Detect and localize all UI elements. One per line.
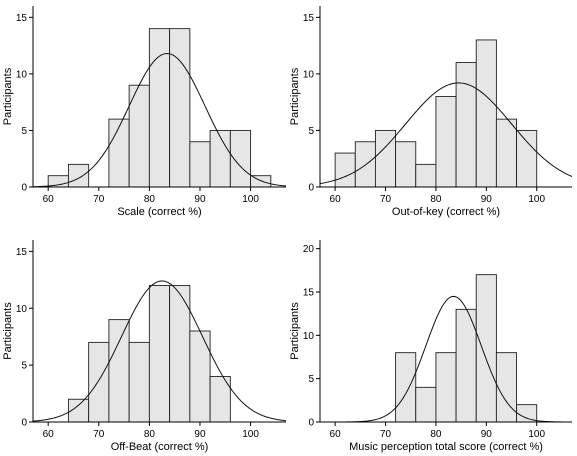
x-tick-label: 60 xyxy=(330,194,342,205)
y-tick-label: 15 xyxy=(303,13,315,24)
histogram-bar xyxy=(169,28,191,188)
x-tick-label: 70 xyxy=(93,429,105,440)
histogram-bar xyxy=(88,341,110,423)
normal-curve xyxy=(32,53,287,188)
y-tick-label: 15 xyxy=(16,247,28,258)
y-tick-label: 10 xyxy=(16,69,28,80)
histogram-bar xyxy=(395,352,417,423)
histogram-bar xyxy=(128,341,150,423)
y-axis-label: Participants xyxy=(2,302,14,360)
histogram-bar xyxy=(495,118,518,188)
x-tick-label: 60 xyxy=(43,194,55,205)
x-tick-label: 70 xyxy=(380,194,392,205)
x-tick-label: 80 xyxy=(430,429,442,440)
y-tick-label: 5 xyxy=(308,374,314,385)
histogram-bar xyxy=(148,285,171,423)
histogram-bar xyxy=(209,129,231,188)
histogram-bar xyxy=(108,118,130,188)
y-tick-label: 15 xyxy=(303,288,315,299)
y-tick-label: 10 xyxy=(303,69,315,80)
x-axis-label: Scale (correct %) xyxy=(117,206,201,218)
histogram-bar xyxy=(435,352,457,423)
normal-curve xyxy=(32,280,287,422)
histogram-bar xyxy=(334,152,356,188)
x-tick-label: 60 xyxy=(43,429,55,440)
y-tick-label: 20 xyxy=(303,244,315,255)
y-axis-label: Participants xyxy=(289,67,301,125)
x-tick-label: 80 xyxy=(430,194,442,205)
histogram-bar xyxy=(516,404,538,423)
histogram-bar xyxy=(475,39,497,188)
histogram-bar xyxy=(475,274,497,423)
histogram-panel-1: 0 5 10 15 60 70 80 90 100 Scale (correct %) Partic… xyxy=(2,6,287,218)
x-axis-label: Music perception total score (correct %) xyxy=(349,441,543,453)
y-axis-label: Participants xyxy=(2,67,14,125)
x-tick-label: 80 xyxy=(144,429,156,440)
x-tick-label: 80 xyxy=(144,194,156,205)
x-tick-label: 90 xyxy=(194,194,206,205)
histogram-bar xyxy=(455,62,477,188)
normal-curve xyxy=(320,295,573,423)
x-tick-label: 100 xyxy=(242,429,259,440)
histogram-panel-2: 0 5 10 15 60 70 80 90 100 Out-of-key (correct %) P… xyxy=(289,6,573,218)
histogram-bar xyxy=(67,163,90,188)
x-tick-label: 90 xyxy=(481,429,493,440)
y-tick-label: 15 xyxy=(16,13,28,24)
histogram-bar xyxy=(495,352,518,423)
histogram-bar xyxy=(435,96,457,188)
histogram-bar xyxy=(395,141,417,188)
x-tick-label: 100 xyxy=(242,194,259,205)
x-tick-label: 90 xyxy=(194,429,206,440)
histogram-bar xyxy=(455,308,477,423)
y-tick-label: 0 xyxy=(21,418,27,429)
y-tick-label: 10 xyxy=(16,304,28,315)
y-axis-label: Participants xyxy=(289,302,301,360)
y-tick-label: 10 xyxy=(303,331,315,342)
histogram-bar xyxy=(189,330,211,423)
y-tick-label: 5 xyxy=(21,361,27,372)
x-tick-label: 100 xyxy=(528,429,545,440)
histogram-bar xyxy=(415,163,437,188)
histogram-bar xyxy=(189,141,211,188)
histogram-bar xyxy=(516,129,538,188)
histogram-panel-3: 0 5 10 15 60 70 80 90 100 Off-Beat (correct %) Par… xyxy=(2,240,287,453)
x-axis-label: Off-Beat (correct %) xyxy=(111,441,209,453)
y-tick-label: 5 xyxy=(21,126,27,137)
x-tick-label: 70 xyxy=(380,429,392,440)
x-tick-label: 70 xyxy=(93,194,105,205)
y-tick-label: 0 xyxy=(308,418,314,429)
x-tick-label: 60 xyxy=(330,429,342,440)
histogram-bar xyxy=(415,386,437,423)
x-axis-label: Out-of-key (correct %) xyxy=(392,206,500,218)
histogram-bar xyxy=(148,28,171,188)
y-tick-label: 0 xyxy=(21,183,27,194)
normal-curve xyxy=(319,82,573,185)
x-tick-label: 100 xyxy=(528,194,545,205)
histogram-bar xyxy=(108,319,130,423)
x-tick-label: 90 xyxy=(481,194,493,205)
y-tick-label: 0 xyxy=(308,183,314,194)
y-tick-label: 5 xyxy=(308,126,314,137)
